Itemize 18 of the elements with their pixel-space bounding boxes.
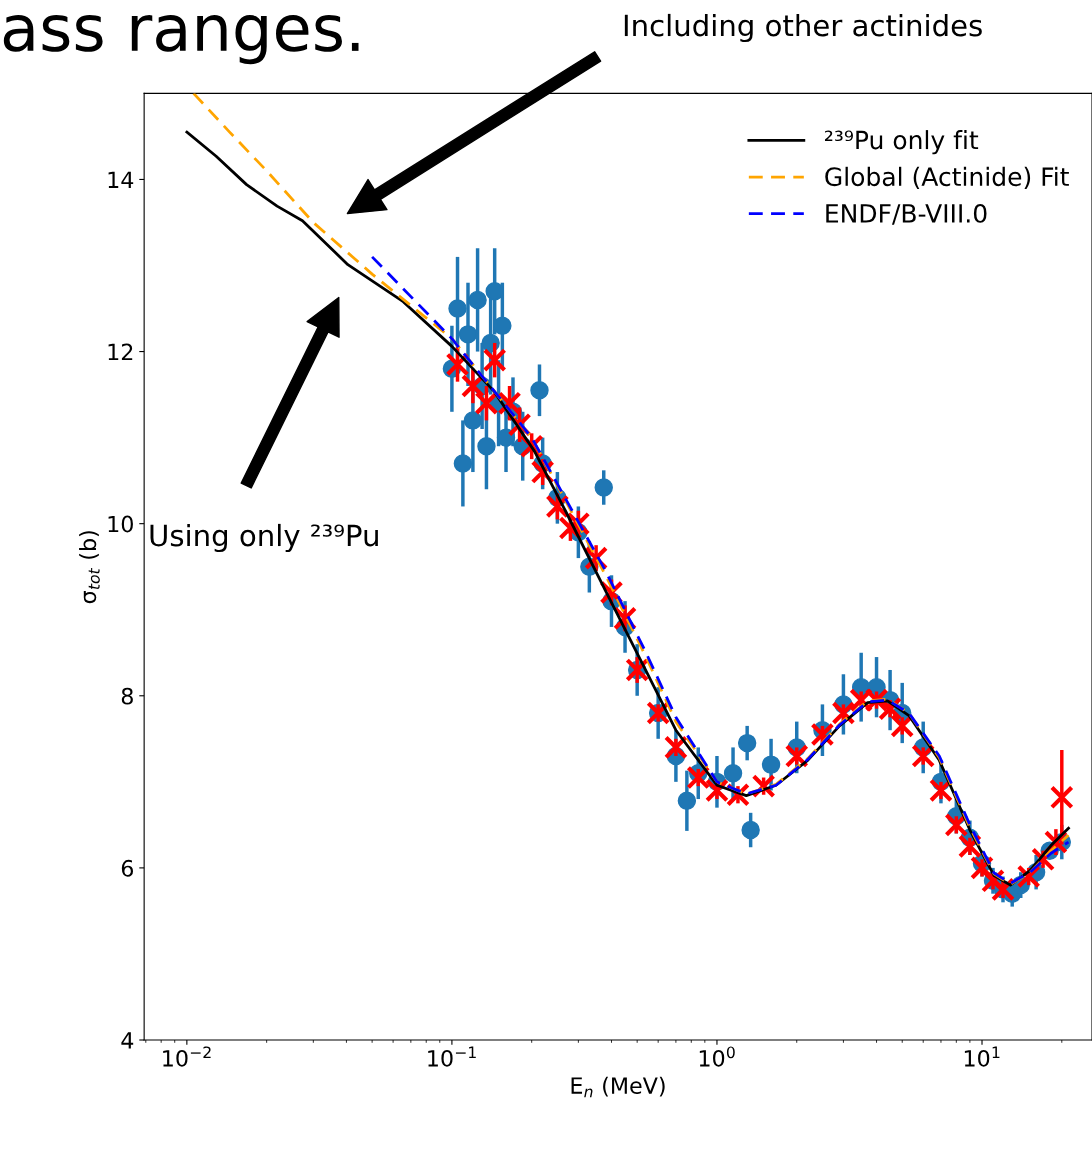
y-tick-label: 6 [121,859,134,877]
x-tick-label: 10$^{−2}$ [163,1046,211,1067]
legend-label: ENDF/B-VIII.0 [826,203,987,225]
x-tick-label: 10$^{0}$ [699,1046,735,1067]
x-tick-label: 10$^{−1}$ [428,1046,476,1067]
chart-title: ass ranges. [3,15,359,65]
legend-label: ²³⁹Pu only fit [824,130,979,155]
x-axis-title: E$_{n}$ (MeV) [571,1076,665,1098]
y-tick-label: 8 [121,687,133,705]
text: Including other actinides [624,13,982,43]
legend-label: Global (Actinide) Fit [825,166,1069,190]
y-tick-label: 12 [108,343,133,360]
y-tick-label: 4 [121,1032,134,1049]
y-tick-label: 14 [108,171,134,188]
x-tick-label: 10$^{1}$ [964,1046,1000,1067]
y-axis-title: σ$_{tot}$ (b) [79,531,100,604]
y-tick-label: 10 [108,515,133,533]
annotation: Using only ²³⁹Pu [150,523,378,553]
